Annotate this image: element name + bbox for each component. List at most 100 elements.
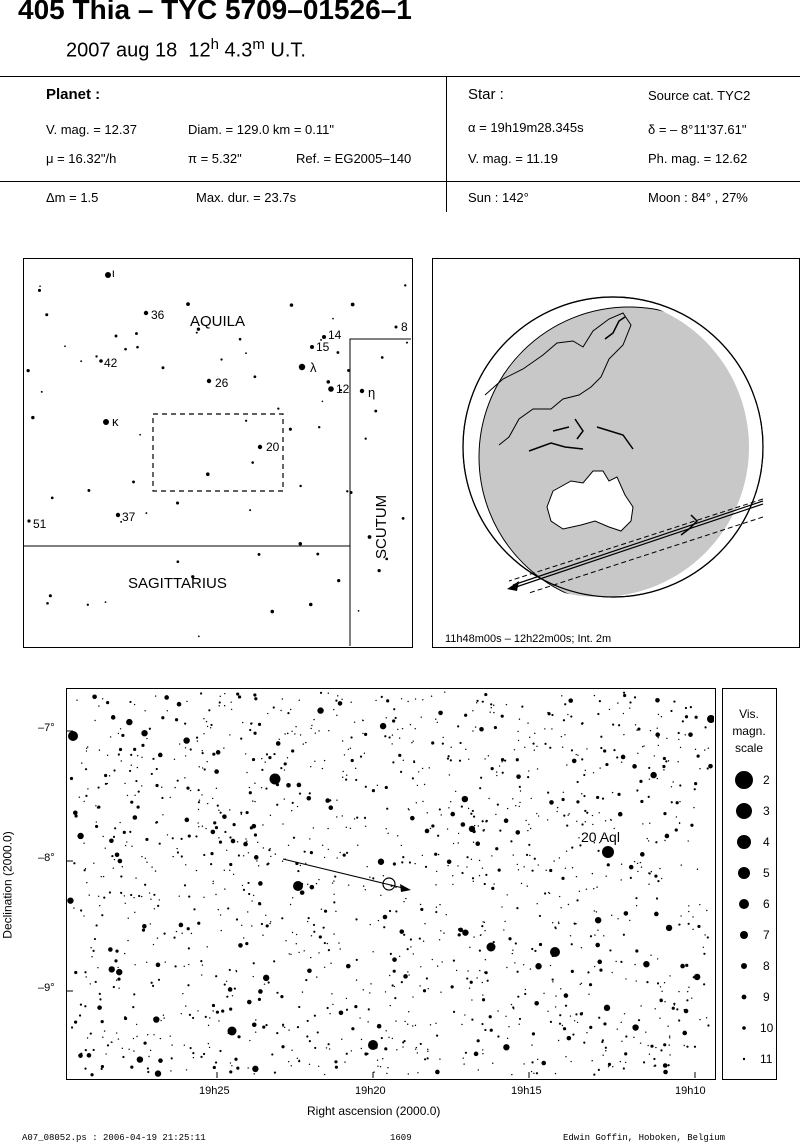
field-star: [616, 1028, 619, 1030]
field-star: [450, 811, 456, 817]
field-star: [251, 925, 253, 927]
field-star: [708, 763, 713, 769]
field-star: [650, 771, 657, 779]
mag-label-2: 2: [763, 773, 770, 787]
field-star: [226, 995, 229, 998]
star-chart: 20 Aql: [66, 688, 716, 1080]
field-star: [267, 862, 270, 865]
field-star: [589, 935, 593, 938]
field-star: [382, 875, 385, 877]
field-star: [380, 695, 383, 698]
field-star: [195, 869, 198, 872]
field-star: [133, 1050, 135, 1052]
field-star: [570, 943, 573, 946]
field-star: [419, 985, 421, 987]
field-star: [124, 844, 127, 847]
finder-star: [80, 360, 83, 363]
field-star: [599, 968, 603, 972]
field-star: [224, 830, 227, 834]
field-star: [586, 811, 589, 814]
event-date: 2007 aug 18: [66, 39, 178, 62]
field-star: [678, 990, 680, 993]
field-star: [516, 907, 519, 910]
field-star: [452, 883, 454, 886]
field-star: [565, 850, 568, 852]
field-star: [693, 973, 701, 981]
field-star: [576, 800, 580, 804]
field-star: [312, 827, 315, 829]
field-star: [108, 775, 111, 777]
field-star: [248, 791, 252, 795]
field-star: [115, 979, 118, 981]
field-star: [551, 922, 554, 924]
field-star: [252, 962, 255, 965]
field-star: [98, 749, 101, 751]
field-star: [414, 862, 416, 865]
field-star: [296, 805, 299, 808]
field-star: [384, 785, 388, 790]
field-star: [593, 842, 596, 844]
field-star: [160, 1019, 162, 1022]
field-star: [141, 928, 146, 932]
field-star: [255, 1019, 257, 1021]
field-star: [561, 797, 565, 802]
field-star: [247, 999, 252, 1005]
field-star: [395, 1020, 397, 1022]
field-star: [583, 794, 586, 798]
field-star: [73, 862, 76, 865]
field-star: [445, 914, 448, 916]
magnitude-scale: Vis. magn. scale 2 3 4 5 6 7 8 9 10 11: [722, 688, 777, 1080]
field-star: [148, 1055, 150, 1058]
field-star: [105, 1053, 107, 1055]
field-star: [398, 753, 402, 757]
field-star: [469, 980, 473, 984]
finder-star: [175, 501, 180, 505]
field-star: [663, 769, 665, 771]
field-star: [538, 942, 543, 947]
field-star: [448, 807, 450, 809]
field-star: [511, 1073, 513, 1076]
field-star: [632, 1024, 639, 1031]
field-star: [488, 797, 490, 800]
field-star: [330, 962, 332, 964]
field-star: [524, 992, 527, 996]
field-star: [478, 859, 481, 862]
finder-star: [332, 317, 334, 320]
field-star: [637, 1019, 641, 1022]
field-star: [258, 901, 261, 905]
field-star: [669, 1037, 671, 1039]
field-star: [680, 963, 685, 969]
field-star: [289, 903, 292, 906]
field-star: [391, 734, 394, 736]
field-star: [372, 951, 374, 953]
field-star: [94, 824, 99, 829]
field-star: [389, 974, 391, 977]
field-star: [254, 800, 256, 803]
field-star: [633, 860, 636, 863]
field-star: [148, 727, 151, 730]
field-star: [635, 980, 637, 982]
field-star: [290, 810, 293, 812]
field-star: [261, 768, 264, 771]
field-star: [551, 728, 553, 730]
field-star: [240, 924, 243, 926]
field-star: [439, 903, 441, 906]
field-star: [334, 1060, 338, 1064]
field-star: [684, 706, 688, 710]
field-star: [659, 986, 662, 988]
field-star: [523, 1063, 525, 1065]
field-star: [483, 828, 486, 831]
field-star: [462, 1057, 464, 1059]
field-star: [265, 787, 268, 790]
finder-star: [316, 552, 320, 556]
field-star: [369, 923, 371, 926]
field-star: [620, 863, 623, 865]
field-star: [394, 996, 397, 1000]
field-star: [159, 1037, 162, 1040]
field-star: [253, 731, 257, 735]
field-star: [441, 961, 443, 963]
minute-sup: m: [252, 36, 265, 53]
field-star: [388, 1036, 390, 1038]
field-star: [446, 757, 450, 760]
field-star: [344, 1061, 346, 1063]
